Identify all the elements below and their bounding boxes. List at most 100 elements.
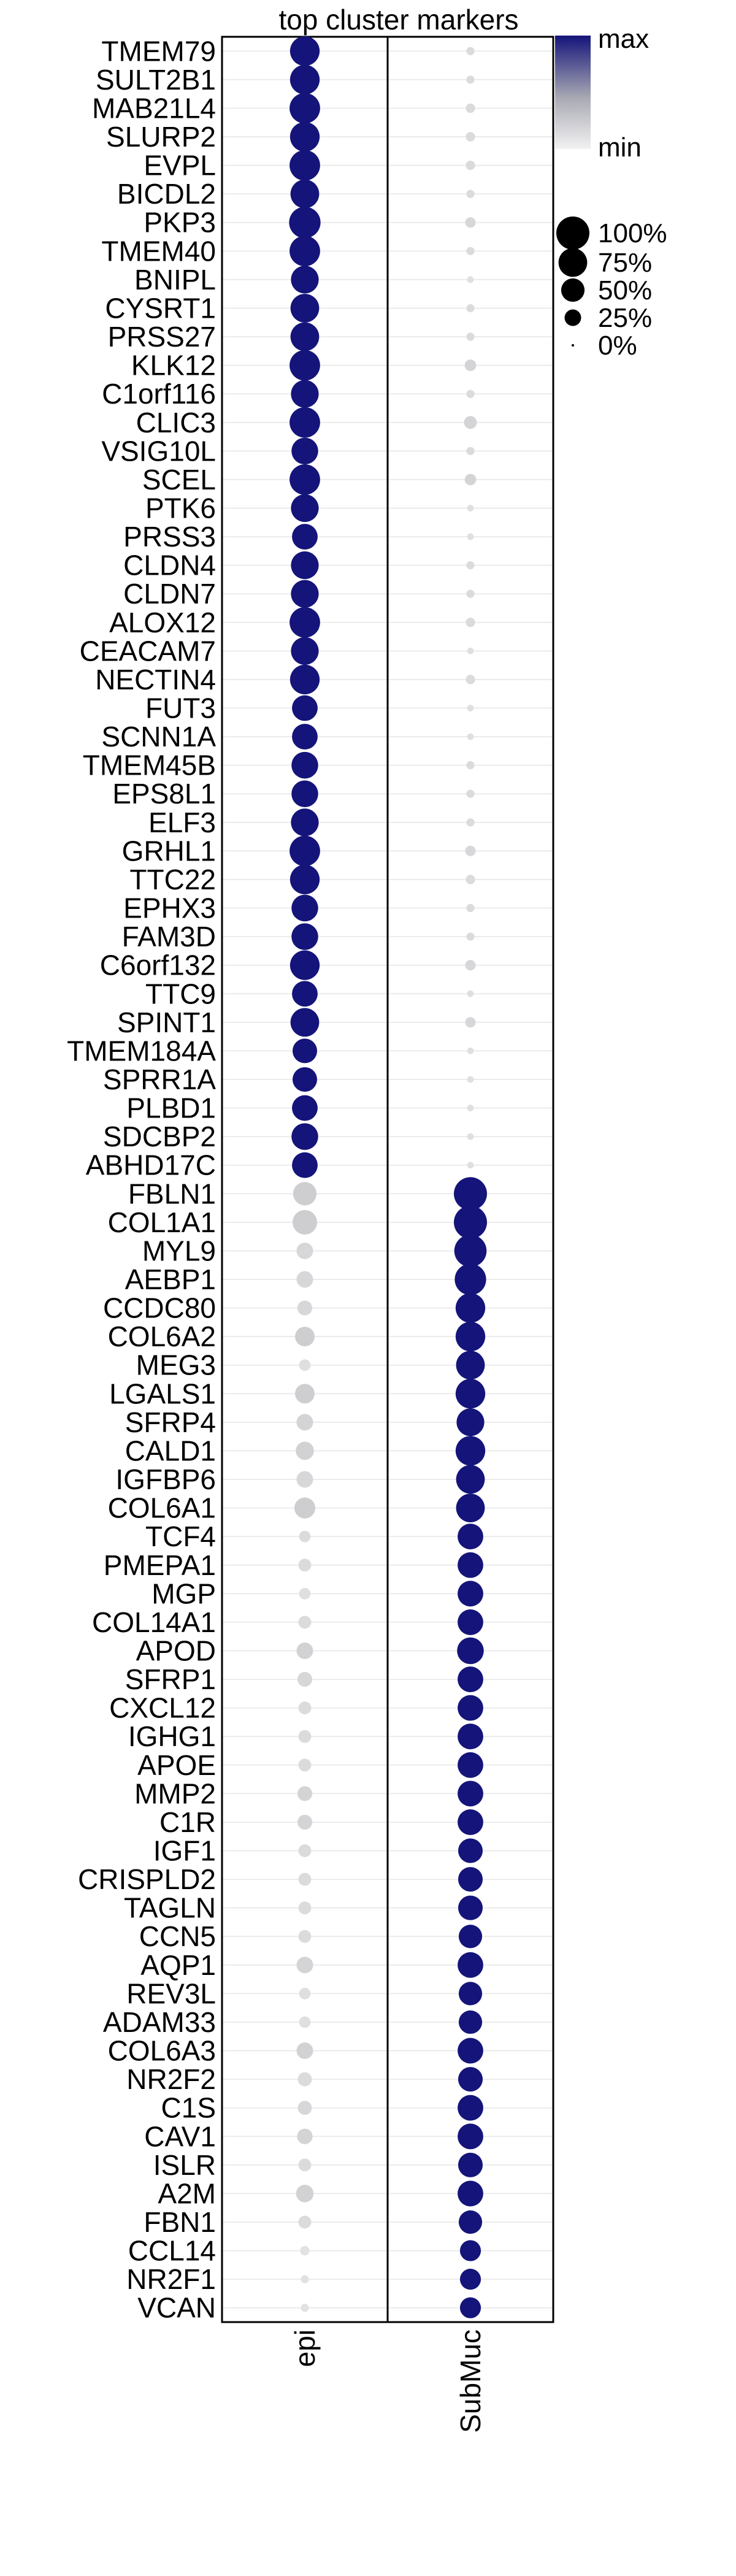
color-legend-max: max [598, 24, 649, 54]
dot-FBN1-SubMuc [458, 2210, 483, 2234]
gene-label: SFRP4 [125, 1406, 216, 1438]
dot-ABHD17C-SubMuc [467, 1162, 474, 1169]
gene-label: EPS8L1 [112, 778, 216, 810]
dot-C6orf132-SubMuc [465, 960, 476, 971]
dot-REV3L-epi [299, 1988, 311, 1999]
dot-AQP1-SubMuc [458, 1952, 483, 1978]
gene-label: COL1A1 [108, 1206, 216, 1238]
dot-NECTIN4-SubMuc [466, 675, 475, 684]
dot-TMEM79-epi [289, 36, 320, 66]
gene-label: TAGLN [124, 1892, 216, 1924]
dot-SFRP1-SubMuc [458, 1666, 483, 1692]
dot-CLIC3-epi [289, 407, 320, 438]
gene-label: TMEM79 [101, 35, 216, 67]
dot-CXCL12-SubMuc [458, 1695, 483, 1721]
dot-IGFBP6-SubMuc [456, 1465, 485, 1494]
dot-CAV1-epi [297, 2128, 313, 2144]
dot-PRSS27-epi [290, 322, 320, 351]
dot-CALD1-epi [296, 1441, 314, 1460]
gene-label: ELF3 [148, 807, 216, 838]
dot-MEG3-epi [299, 1359, 311, 1371]
gene-label: PTK6 [145, 492, 216, 524]
gene-label: VSIG10L [101, 435, 216, 467]
gene-label: PRSS27 [108, 321, 216, 353]
cluster-label-SubMuc: SubMuc [454, 2329, 486, 2433]
color-scale-bar [555, 36, 591, 149]
dot-COL1A1-epi [292, 1209, 318, 1235]
dot-EVPL-SubMuc [466, 160, 475, 171]
dot-CCDC80-epi [297, 1300, 313, 1316]
gene-label: SULT2B1 [96, 64, 216, 96]
dot-COL1A1-SubMuc [454, 1205, 487, 1239]
dot-MYL9-epi [296, 1242, 313, 1259]
dot-PTK6-epi [291, 494, 319, 523]
gene-label: TMEM40 [101, 235, 216, 267]
dot-SLURP2-SubMuc [466, 132, 475, 142]
size-legend-dot [564, 309, 581, 326]
gene-label: PMEPA1 [104, 1549, 216, 1581]
dot-CEACAM7-SubMuc [467, 647, 474, 654]
dot-SCEL-SubMuc [464, 473, 477, 486]
dot-CLDN4-SubMuc [466, 561, 475, 570]
gene-label: COL6A3 [108, 2035, 216, 2067]
dot-SPRR1A-SubMuc [467, 1076, 474, 1083]
size-legend-dot [556, 217, 589, 250]
dot-C1R-epi [297, 1814, 313, 1830]
dot-FBN1-epi [298, 2215, 312, 2229]
dot-FAM3D-SubMuc [466, 932, 475, 941]
dot-PKP3-epi [289, 207, 321, 239]
dot-APOE-epi [298, 1758, 312, 1772]
dot-PLBD1-SubMuc [467, 1105, 474, 1111]
gene-label: PRSS3 [123, 521, 216, 553]
dot-TMEM45B-SubMuc [466, 761, 475, 770]
dot-TAGLN-SubMuc [458, 1895, 483, 1920]
size-legend-label: 100% [598, 218, 667, 248]
size-legend-dot [558, 248, 588, 277]
dot-CAV1-SubMuc [458, 2123, 483, 2150]
gene-label: TMEM45B [83, 749, 216, 781]
gene-label: CALD1 [125, 1435, 216, 1466]
dot-MMP2-SubMuc [458, 1781, 483, 1807]
dot-APOD-epi [296, 1642, 313, 1659]
dot-CALD1-SubMuc [455, 1436, 486, 1466]
gene-label: MMP2 [134, 1777, 216, 1809]
gene-label: BICDL2 [117, 178, 216, 210]
dot-ADAM33-SubMuc [458, 2010, 483, 2034]
gene-label: APOE [137, 1749, 216, 1781]
dot-VCAN-epi [301, 2304, 309, 2312]
gene-label: EVPL [144, 150, 216, 182]
size-legend-dot [561, 278, 585, 302]
chart-title: top cluster markers [278, 4, 518, 36]
gene-label: COL14A1 [92, 1606, 216, 1638]
dot-SFRP4-epi [296, 1414, 313, 1431]
dot-COL6A2-epi [295, 1327, 315, 1347]
dot-EPHX3-SubMuc [466, 903, 475, 913]
gene-label: SDCBP2 [103, 1121, 216, 1152]
gene-label: MGP [151, 1577, 216, 1609]
dot-MGP-epi [299, 1587, 311, 1600]
dot-REV3L-SubMuc [458, 1982, 483, 2006]
dot-COL14A1-SubMuc [458, 1609, 483, 1635]
gene-label: ISLR [153, 2149, 216, 2181]
gene-label: BNIPL [134, 264, 216, 296]
dot-TMEM40-SubMuc [466, 247, 475, 255]
gene-label: IGFBP6 [115, 1463, 216, 1495]
size-legend-label: 75% [598, 248, 652, 278]
dot-ELF3-epi [291, 808, 319, 837]
gene-label: EPHX3 [123, 892, 216, 924]
dot-NR2F1-SubMuc [459, 2269, 481, 2290]
gene-label: ADAM33 [103, 2006, 216, 2038]
dot-IGFBP6-epi [296, 1471, 313, 1488]
dot-SFRP4-SubMuc [456, 1408, 485, 1436]
size-legend-label: 50% [598, 275, 652, 305]
dot-MAB21L4-SubMuc [466, 103, 475, 113]
gene-label: FBN1 [144, 2206, 216, 2238]
dots [289, 36, 487, 2318]
dot-BICDL2-epi [290, 179, 320, 209]
dot-CLDN7-epi [291, 580, 319, 608]
gene-label: KLK12 [131, 350, 216, 381]
dot-SCEL-epi [289, 464, 320, 495]
dot-VSIG10L-SubMuc [466, 447, 475, 455]
dot-CCN5-epi [298, 1930, 312, 1943]
cluster-labels: epi SubMuc [289, 2329, 486, 2433]
